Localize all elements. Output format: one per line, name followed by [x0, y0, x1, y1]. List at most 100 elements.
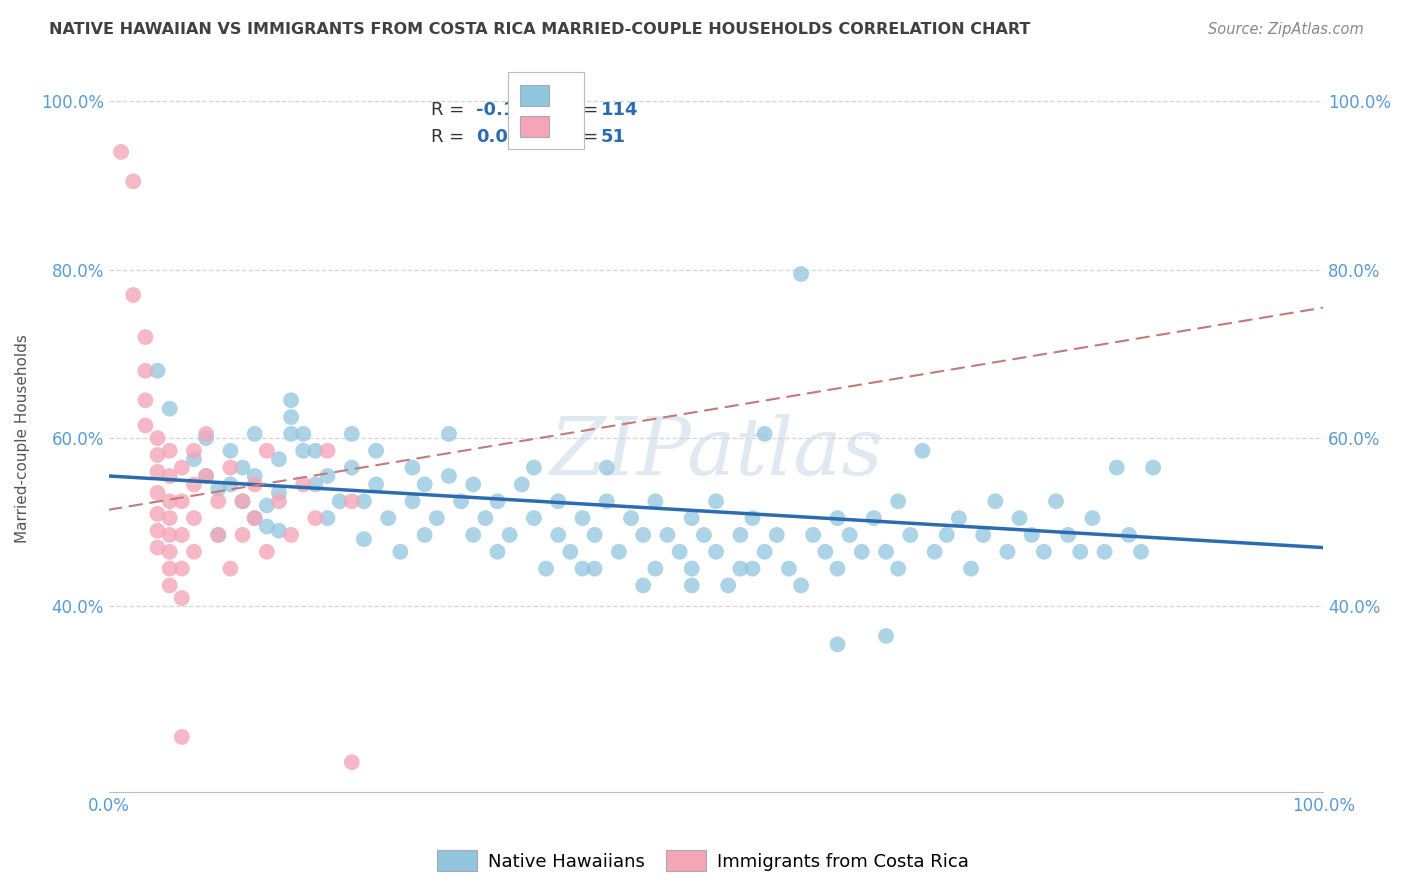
Point: [547, 528, 569, 542]
Point: [596, 460, 619, 475]
Point: [838, 528, 860, 542]
Point: [122, 288, 145, 302]
Point: [146, 507, 169, 521]
Point: [1008, 511, 1031, 525]
Point: [243, 511, 266, 525]
Point: [183, 477, 205, 491]
Point: [523, 460, 546, 475]
Text: NATIVE HAWAIIAN VS IMMIGRANTS FROM COSTA RICA MARRIED-COUPLE HOUSEHOLDS CORRELAT: NATIVE HAWAIIAN VS IMMIGRANTS FROM COSTA…: [49, 22, 1031, 37]
Point: [984, 494, 1007, 508]
Point: [134, 330, 156, 344]
Point: [292, 426, 315, 441]
Point: [510, 477, 533, 491]
Point: [195, 469, 218, 483]
Point: [814, 545, 837, 559]
Point: [292, 443, 315, 458]
Point: [207, 528, 229, 542]
Point: [681, 578, 703, 592]
Text: R =: R =: [430, 101, 470, 119]
Point: [875, 545, 897, 559]
Text: -0.186: -0.186: [475, 101, 540, 119]
Point: [972, 528, 994, 542]
Point: [146, 541, 169, 555]
Point: [887, 561, 910, 575]
Point: [364, 477, 387, 491]
Point: [159, 578, 181, 592]
Point: [146, 431, 169, 445]
Point: [134, 418, 156, 433]
Point: [256, 499, 278, 513]
Point: [159, 511, 181, 525]
Point: [754, 545, 776, 559]
Point: [280, 426, 302, 441]
Point: [340, 460, 363, 475]
Point: [183, 511, 205, 525]
Point: [704, 545, 727, 559]
Point: [924, 545, 946, 559]
Point: [377, 511, 399, 525]
Point: [207, 494, 229, 508]
Point: [304, 511, 326, 525]
Point: [827, 561, 849, 575]
Point: [183, 545, 205, 559]
Point: [571, 511, 593, 525]
Point: [730, 561, 752, 575]
Point: [523, 511, 546, 525]
Point: [170, 494, 193, 508]
Point: [219, 443, 242, 458]
Point: [353, 494, 375, 508]
Point: [401, 494, 423, 508]
Point: [170, 730, 193, 744]
Point: [754, 426, 776, 441]
Point: [170, 561, 193, 575]
Point: [741, 511, 763, 525]
Point: [1057, 528, 1080, 542]
Point: [997, 545, 1019, 559]
Point: [644, 494, 666, 508]
Point: [146, 364, 169, 378]
Point: [668, 545, 690, 559]
Point: [1045, 494, 1067, 508]
Point: [146, 486, 169, 500]
Point: [159, 469, 181, 483]
Point: [146, 465, 169, 479]
Point: [571, 561, 593, 575]
Point: [267, 524, 290, 538]
Point: [146, 524, 169, 538]
Point: [219, 561, 242, 575]
Point: [292, 477, 315, 491]
Point: [170, 460, 193, 475]
Point: [170, 591, 193, 605]
Point: [340, 494, 363, 508]
Point: [280, 528, 302, 542]
Point: [389, 545, 412, 559]
Point: [863, 511, 886, 525]
Point: [960, 561, 983, 575]
Point: [256, 443, 278, 458]
Point: [631, 578, 654, 592]
Y-axis label: Married-couple Households: Married-couple Households: [15, 334, 30, 542]
Text: 0.064: 0.064: [475, 128, 533, 146]
Text: N =: N =: [564, 128, 605, 146]
Point: [657, 528, 679, 542]
Point: [231, 460, 253, 475]
Text: N =: N =: [564, 101, 605, 119]
Point: [1069, 545, 1091, 559]
Point: [304, 477, 326, 491]
Point: [195, 469, 218, 483]
Point: [219, 460, 242, 475]
Point: [741, 561, 763, 575]
Point: [717, 578, 740, 592]
Point: [948, 511, 970, 525]
Point: [280, 393, 302, 408]
Point: [875, 629, 897, 643]
Point: [631, 528, 654, 542]
Point: [413, 528, 436, 542]
Point: [134, 393, 156, 408]
Point: [765, 528, 787, 542]
Point: [426, 511, 449, 525]
Point: [231, 494, 253, 508]
Point: [353, 532, 375, 546]
Point: [463, 477, 485, 491]
Point: [1021, 528, 1043, 542]
